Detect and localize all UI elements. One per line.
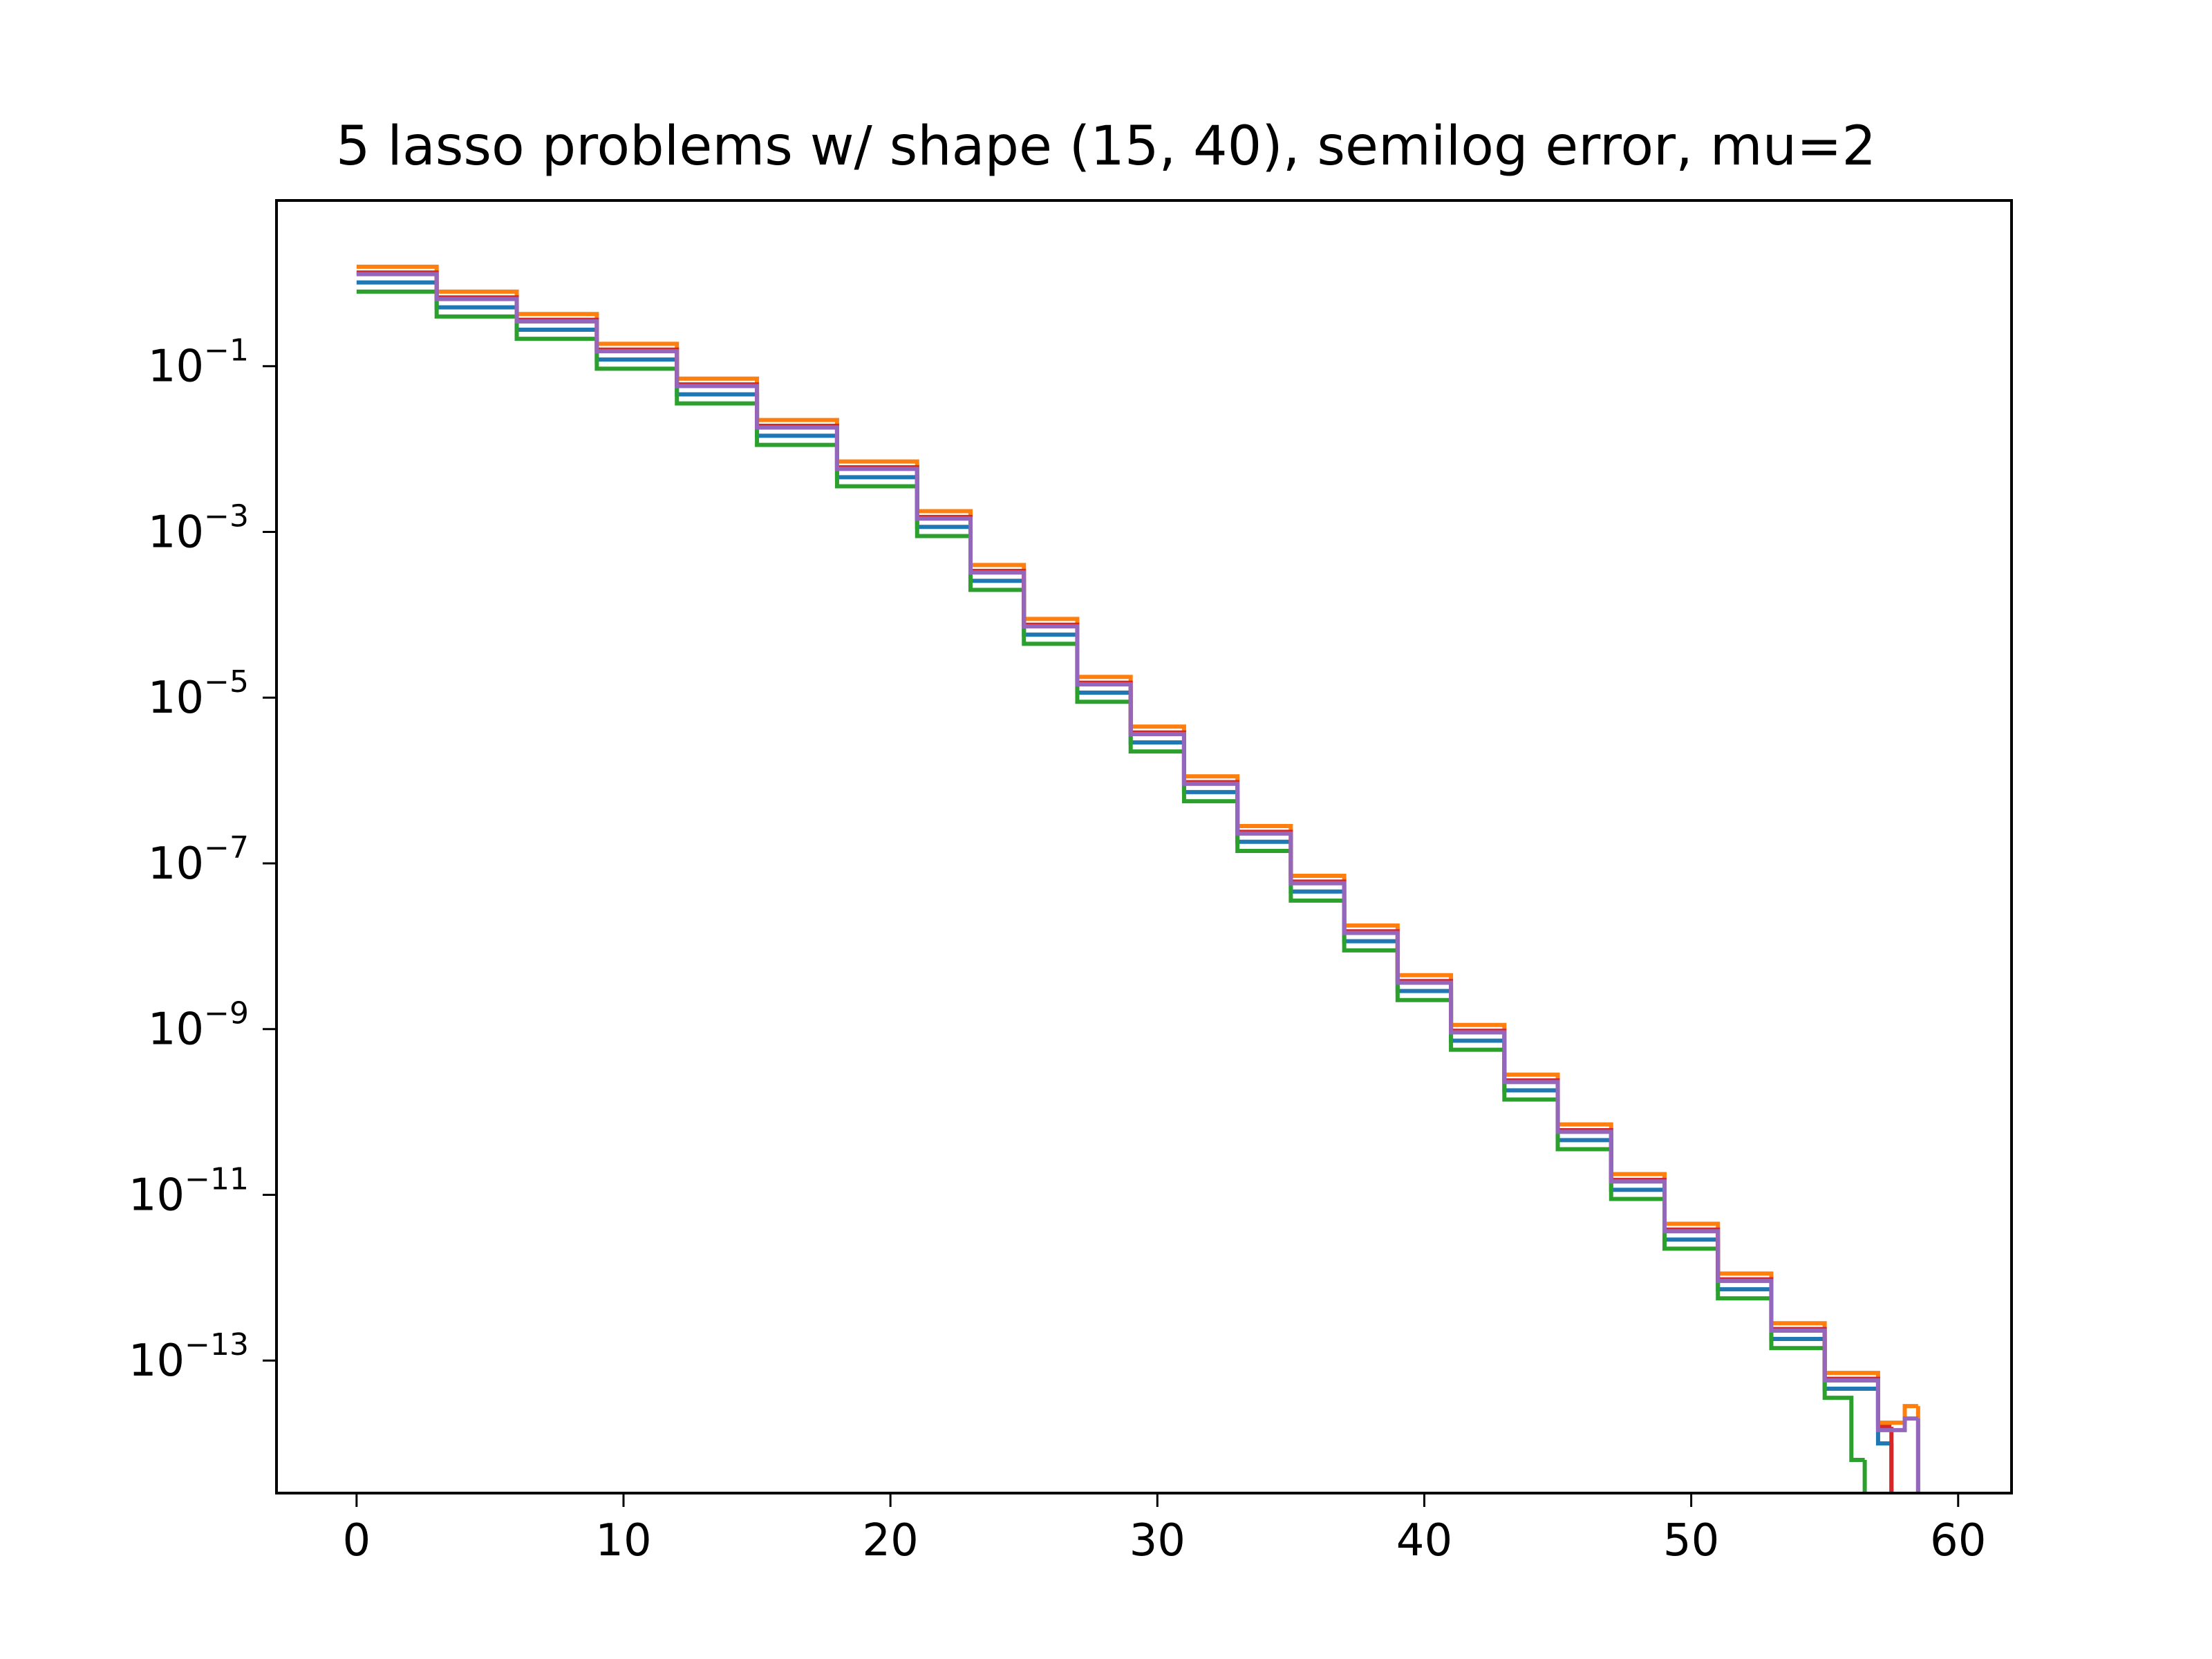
x-tick-label: 30 [1130,1515,1185,1566]
y-tick-exponent: −9 [204,996,249,1031]
y-tick-exponent: −1 [204,333,249,368]
y-tick-exponent: −5 [204,664,249,700]
chart-title: 5 lasso problems w/ shape (15, 40), semi… [336,115,1876,178]
series-line [356,270,1894,1493]
y-tick-label: 10−11 [129,1161,249,1221]
x-tick-label: 50 [1663,1515,1719,1566]
y-tick-exponent: −11 [185,1161,249,1197]
y-tick-label: 10−5 [148,664,249,724]
y-tick-label: 10−3 [148,498,249,558]
y-tick-base: 10 [129,1335,185,1387]
y-tick-label: 10−7 [148,830,249,890]
series-layer [356,264,1920,1493]
y-tick-label: 10−1 [148,333,249,393]
x-tick-label: 20 [862,1515,918,1566]
y-tick-base: 10 [148,838,204,890]
y-tick-base: 10 [148,341,204,393]
x-tick-label: 60 [1930,1515,1986,1566]
series-line [356,264,1920,1493]
x-axis: 0 10 20 30 40 50 60 [342,1493,1986,1566]
x-tick-label: 40 [1396,1515,1452,1566]
y-tick-exponent: −3 [204,498,249,534]
x-tick-label: 0 [342,1515,371,1566]
y-tick-exponent: −7 [204,830,249,865]
y-tick-label: 10−9 [148,996,249,1056]
series-line [356,289,1867,1493]
y-tick-base: 10 [148,507,204,558]
series-line [356,280,1894,1493]
y-tick-base: 10 [129,1170,185,1221]
y-tick-exponent: −13 [185,1327,249,1362]
y-tick-base: 10 [148,673,204,724]
series-line [356,272,1920,1493]
y-tick-base: 10 [148,1004,204,1056]
plot-frame [275,199,2013,1494]
x-tick-label: 10 [595,1515,651,1566]
y-tick-label: 10−13 [129,1327,249,1387]
